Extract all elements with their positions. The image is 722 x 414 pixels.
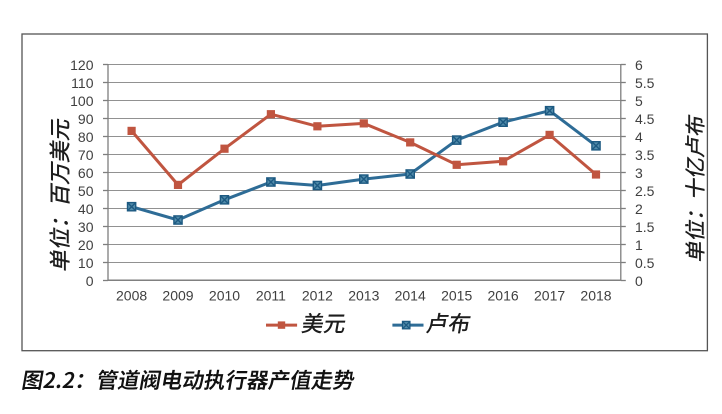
- svg-text:90: 90: [78, 111, 94, 127]
- svg-text:2013: 2013: [348, 288, 379, 304]
- svg-text:0.5: 0.5: [635, 255, 655, 271]
- svg-text:60: 60: [78, 165, 94, 181]
- svg-text:10: 10: [78, 255, 94, 271]
- svg-text:110: 110: [71, 75, 94, 91]
- svg-text:30: 30: [78, 219, 94, 235]
- svg-text:4: 4: [635, 129, 643, 145]
- svg-text:100: 100: [70, 93, 94, 109]
- svg-text:2: 2: [635, 201, 643, 217]
- svg-text:2009: 2009: [162, 288, 193, 304]
- svg-text:2018: 2018: [580, 288, 611, 304]
- svg-text:0: 0: [635, 273, 643, 289]
- svg-text:80: 80: [78, 129, 94, 145]
- svg-text:120: 120: [70, 57, 94, 73]
- svg-text:70: 70: [78, 147, 94, 163]
- svg-text:3: 3: [635, 165, 643, 181]
- svg-text:2008: 2008: [116, 288, 147, 304]
- svg-text:20: 20: [78, 237, 94, 253]
- svg-text:2010: 2010: [209, 288, 240, 304]
- svg-text:2012: 2012: [302, 288, 333, 304]
- svg-text:2017: 2017: [534, 288, 565, 304]
- svg-text:1: 1: [635, 237, 643, 253]
- svg-text:40: 40: [78, 201, 94, 217]
- svg-text:2016: 2016: [488, 288, 519, 304]
- svg-text:2011: 2011: [256, 288, 286, 304]
- svg-text:2014: 2014: [395, 288, 426, 304]
- svg-text:2.5: 2.5: [635, 183, 655, 199]
- svg-text:5.5: 5.5: [635, 75, 655, 91]
- svg-text:1.5: 1.5: [635, 219, 655, 235]
- svg-text:3.5: 3.5: [635, 147, 655, 163]
- svg-text:4.5: 4.5: [635, 111, 655, 127]
- svg-text:50: 50: [78, 183, 94, 199]
- svg-text:5: 5: [635, 93, 643, 109]
- svg-text:2015: 2015: [441, 288, 472, 304]
- svg-text:0: 0: [86, 273, 94, 289]
- svg-text:6: 6: [635, 57, 643, 73]
